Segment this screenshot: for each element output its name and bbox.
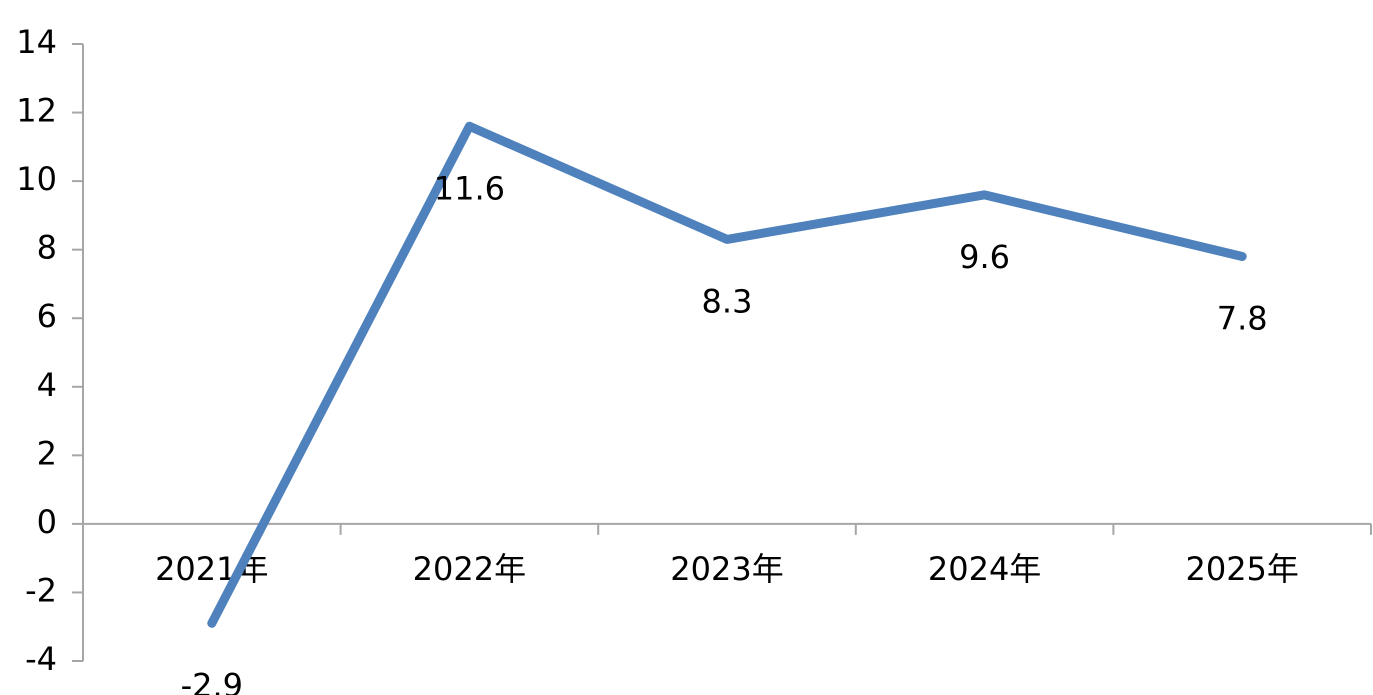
y-tick-label: 14	[16, 23, 57, 61]
data-label: -2.9	[181, 666, 243, 695]
y-tick-label: 2	[37, 434, 57, 472]
data-label: 11.6	[434, 169, 505, 207]
data-label: 7.8	[1217, 300, 1268, 338]
x-axis: 2021年 2022年 2023年 2024年 2025年	[82, 522, 1372, 588]
y-tick-label: -4	[25, 640, 57, 678]
x-category-label: 2022年	[413, 550, 526, 588]
y-tick-label: 10	[16, 160, 57, 198]
x-category-label: 2024年	[928, 550, 1041, 588]
data-label: 9.6	[959, 238, 1010, 276]
data-labels: -2.9 11.6 8.3 9.6 7.8	[181, 169, 1268, 695]
y-tick-label: 6	[37, 297, 57, 335]
series-line	[207, 121, 1247, 628]
y-tick-label: 0	[37, 503, 57, 541]
x-category-label: 2023年	[670, 550, 783, 588]
x-category-label: 2025年	[1185, 550, 1298, 588]
y-tick-label: 4	[37, 366, 57, 404]
y-axis: -4 -2 0 2 4 6 8 10 12 14	[16, 23, 84, 678]
y-tick-label: -2	[25, 571, 57, 609]
y-tick-label: 12	[16, 92, 57, 130]
data-label: 8.3	[702, 282, 753, 320]
y-tick-label: 8	[37, 229, 57, 267]
series-group	[207, 121, 1247, 628]
